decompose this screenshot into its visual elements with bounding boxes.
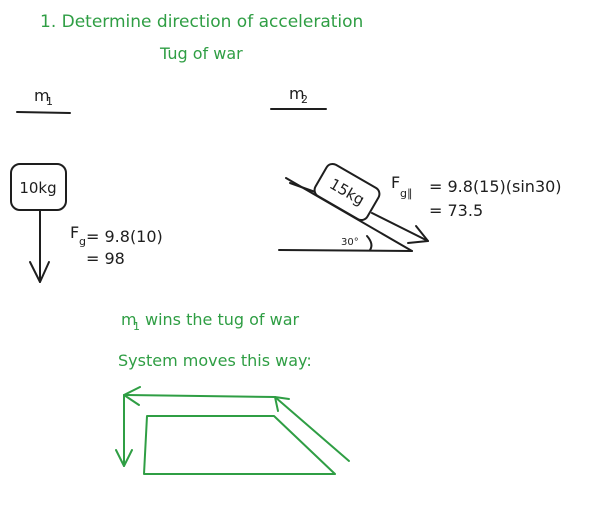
svg-text:1: 1 — [133, 320, 140, 333]
svg-text:wins the tug of war: wins the tug of war — [145, 310, 299, 329]
svg-text:m: m — [121, 310, 137, 329]
mass1-force-equation: F g = 9.8(10) = 98 — [70, 223, 163, 268]
svg-text:F: F — [391, 173, 400, 192]
mass1-label: m 1 — [16, 86, 71, 114]
mass2-box: 15kg — [313, 162, 381, 222]
mass2-force-arrow — [371, 212, 429, 244]
mass1-force-arrow — [29, 209, 50, 283]
svg-text:m: m — [34, 86, 50, 105]
svg-text:2: 2 — [301, 93, 308, 106]
system-outline — [143, 415, 336, 475]
svg-text:= 98: = 98 — [86, 249, 125, 268]
subtitle-text: Tug of war — [159, 44, 243, 63]
svg-text:g∥: g∥ — [400, 187, 412, 200]
mass2-label: m 2 — [270, 84, 327, 110]
svg-text:= 9.8(10): = 9.8(10) — [86, 227, 163, 246]
mass2-force-equation: F g∥ = 9.8(15)(sin30) = 73.5 — [391, 173, 562, 220]
svg-text:g: g — [79, 235, 86, 248]
svg-text:10kg: 10kg — [19, 179, 56, 197]
svg-text:F: F — [70, 223, 79, 242]
mass1-box: 10kg — [10, 163, 67, 211]
winner-statement: m 1 wins the tug of war — [121, 310, 299, 333]
title-text: 1. Determine direction of acceleration — [40, 12, 363, 32]
incline-angle-label: 30° — [341, 237, 359, 248]
system-direction-arrows — [115, 386, 350, 467]
svg-text:= 73.5: = 73.5 — [429, 201, 483, 220]
svg-text:= 9.8(15)(sin30): = 9.8(15)(sin30) — [429, 177, 562, 196]
svg-text:m: m — [289, 84, 305, 103]
system-direction-text: System moves this way: — [118, 351, 312, 370]
svg-text:1: 1 — [46, 95, 53, 108]
